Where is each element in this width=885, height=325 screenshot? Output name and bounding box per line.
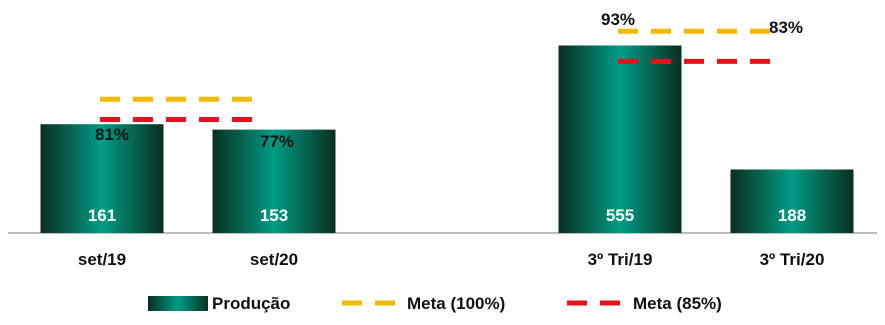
bar-3-tri-20	[730, 169, 854, 233]
bar-value-label-set-19: 161	[88, 206, 116, 225]
bar-value-label-3-tri-19: 555	[606, 206, 634, 225]
category-label-3-tri-20: 3º Tri/20	[760, 250, 825, 269]
legend: Produção Meta (100%) Meta (85%)	[148, 294, 722, 313]
percent-label-3-tri-20: 83%	[769, 18, 803, 37]
bar-set-19	[40, 124, 164, 233]
bar-value-label-3-tri-20: 188	[778, 206, 806, 225]
category-label-3-tri-19: 3º Tri/19	[588, 250, 653, 269]
plot-area: 161 set/19 153 set/20 555 3º Tri/19 188 3º Tri/…	[8, 10, 877, 269]
percent-label-3-tri-19: 93%	[601, 10, 635, 29]
bar-set-20	[212, 129, 336, 233]
bar-value-label-set-20: 153	[260, 206, 288, 225]
legend-swatch-producao	[148, 296, 208, 311]
category-label-set-20: set/20	[250, 250, 298, 269]
percent-label-set-19: 81%	[95, 125, 129, 144]
percent-label-set-20: 77%	[260, 132, 294, 151]
legend-label-meta-100: Meta (100%)	[407, 294, 505, 313]
legend-label-producao: Produção	[212, 294, 290, 313]
bar-3-tri-19	[558, 45, 682, 234]
legend-label-meta-85: Meta (85%)	[633, 294, 722, 313]
category-label-set-19: set/19	[78, 250, 126, 269]
